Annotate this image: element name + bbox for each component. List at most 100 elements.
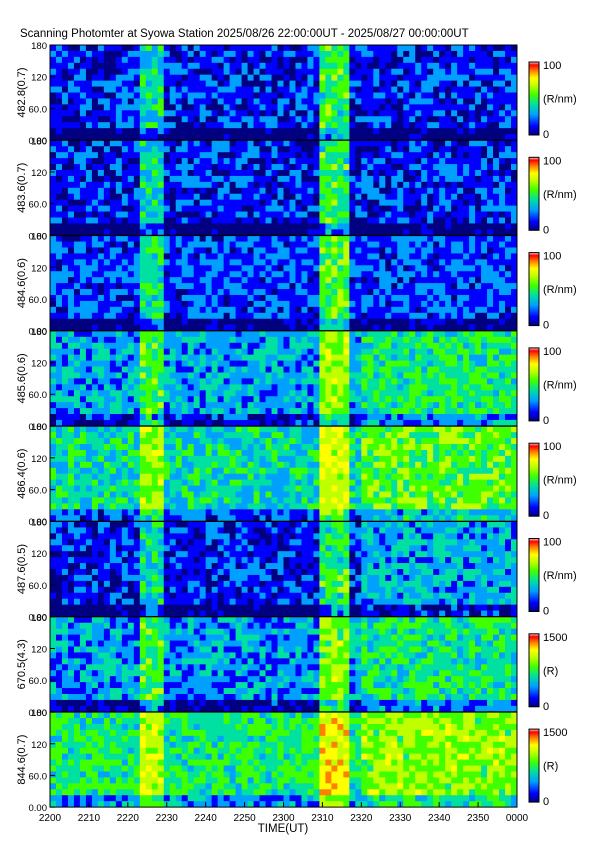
heatmap-cell — [205, 378, 213, 385]
heatmap-cell — [265, 348, 272, 356]
heatmap-cell — [283, 354, 290, 361]
heatmap-cell — [271, 330, 278, 338]
heatmap-cell — [487, 253, 494, 260]
heatmap-cell — [361, 86, 368, 93]
heatmap-cell — [277, 360, 284, 367]
heatmap-cell — [427, 324, 434, 331]
heatmap-cell — [337, 56, 344, 64]
heatmap-cell — [175, 253, 183, 260]
heatmap-cell — [247, 104, 254, 111]
heatmap-cell — [283, 414, 290, 421]
heatmap-cell — [187, 134, 195, 141]
heatmap-cell — [169, 312, 177, 320]
heatmap-cell — [343, 306, 350, 314]
heatmap-cell — [109, 259, 117, 266]
heatmap-cell — [61, 104, 69, 111]
heatmap-cell — [109, 414, 117, 421]
heatmap-cell — [505, 146, 512, 153]
heatmap-cell — [367, 116, 374, 123]
heatmap-cell — [229, 134, 237, 141]
heatmap-cell — [379, 294, 386, 302]
heatmap-cell — [499, 241, 506, 248]
heatmap-cell — [391, 384, 398, 391]
heatmap-cell — [511, 181, 518, 189]
heatmap-cell — [355, 402, 362, 409]
heatmap-cell — [385, 336, 392, 344]
heatmap-cell — [121, 211, 129, 218]
heatmap-cell — [409, 205, 416, 212]
heatmap-cell — [457, 384, 464, 391]
heatmap-cell — [433, 414, 440, 421]
heatmap-cell — [145, 187, 153, 195]
heatmap-cell — [265, 408, 272, 415]
heatmap-cell — [133, 110, 141, 117]
heatmap-cell — [253, 205, 260, 212]
heatmap-cell — [271, 360, 278, 367]
heatmap-cell — [145, 134, 153, 141]
heatmap-cell — [133, 354, 141, 361]
heatmap-cell — [73, 175, 81, 183]
heatmap-cell — [61, 318, 69, 326]
heatmap-cell — [355, 92, 362, 99]
heatmap-cell — [85, 223, 93, 230]
heatmap-cell — [283, 134, 290, 141]
heatmap-cell — [175, 181, 183, 189]
heatmap-cell — [307, 402, 314, 409]
heatmap-cell — [475, 330, 482, 338]
heatmap-cell — [469, 277, 476, 284]
heatmap-cell — [265, 289, 272, 296]
heatmap-cell — [55, 247, 63, 254]
heatmap-cell — [421, 300, 428, 308]
heatmap-cell — [505, 68, 512, 76]
heatmap-cell — [421, 342, 428, 350]
heatmap-cell — [169, 134, 177, 141]
heatmap-cell — [409, 294, 416, 302]
heatmap-cell — [439, 134, 446, 141]
heatmap-cell — [55, 211, 63, 218]
heatmap-cell — [475, 134, 482, 141]
heatmap-cell — [319, 253, 326, 260]
heatmap-cell — [499, 104, 506, 111]
heatmap-cell — [193, 271, 201, 278]
heatmap-cell — [187, 74, 195, 82]
heatmap-cell — [343, 98, 350, 105]
heatmap-cell — [187, 294, 195, 302]
heatmap-cell — [325, 366, 332, 373]
heatmap-cell — [481, 68, 488, 76]
heatmap-cell — [211, 92, 219, 99]
heatmap-cell — [511, 92, 518, 99]
heatmap-cell — [205, 342, 213, 350]
heatmap-cell — [499, 152, 506, 159]
heatmap-cell — [139, 408, 147, 415]
heatmap-cell — [439, 354, 446, 361]
heatmap-cell — [349, 294, 356, 302]
heatmap-cell — [157, 199, 165, 207]
heatmap-cell — [277, 235, 284, 242]
heatmap-cell — [409, 402, 416, 409]
heatmap-cell — [295, 205, 302, 212]
heatmap-cell — [277, 181, 284, 189]
heatmap-cell — [421, 158, 428, 165]
heatmap-cell — [121, 50, 129, 58]
heatmap-cell — [187, 199, 195, 207]
heatmap-cell — [61, 396, 69, 403]
heatmap-cell — [451, 408, 458, 415]
heatmap-cell — [253, 390, 260, 397]
heatmap-cell — [349, 378, 356, 385]
heatmap-cell — [163, 205, 171, 212]
heatmap-cell — [247, 378, 254, 385]
heatmap-cell — [421, 140, 428, 147]
heatmap-cell — [493, 128, 500, 135]
heatmap-cell — [97, 68, 105, 76]
heatmap-cell — [421, 181, 428, 189]
heatmap-cell — [55, 98, 63, 105]
heatmap-cell — [91, 223, 99, 230]
heatmap-cell — [175, 110, 183, 117]
heatmap-cell — [223, 116, 231, 123]
heatmap-cell — [127, 402, 135, 409]
heatmap-cell — [97, 104, 105, 111]
heatmap-cell — [109, 235, 117, 242]
heatmap-cell — [139, 181, 147, 189]
heatmap-cell — [433, 384, 440, 391]
heatmap-cell — [91, 199, 99, 207]
